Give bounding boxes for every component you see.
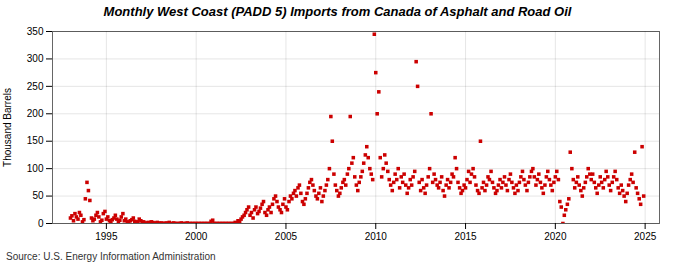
svg-text:300: 300: [27, 53, 44, 64]
svg-text:2015: 2015: [454, 231, 477, 242]
svg-text:1995: 1995: [95, 231, 118, 242]
html-text:Monthly West Coast (PADD 5) Im: Monthly West Coast (PADD 5) Imports from…: [103, 4, 572, 19]
svg-text:150: 150: [27, 135, 44, 146]
svg-text:200: 200: [27, 108, 44, 119]
svg-text:100: 100: [27, 163, 44, 174]
svg-text:2000: 2000: [185, 231, 208, 242]
svg-text:250: 250: [27, 81, 44, 92]
svg-text:2025: 2025: [634, 231, 657, 242]
svg-text:2010: 2010: [365, 231, 388, 242]
svg-text:350: 350: [27, 26, 44, 37]
svg-text:Thousand Barrels: Thousand Barrels: [2, 88, 13, 167]
svg-text:0: 0: [38, 218, 44, 229]
html-text:Source: U.S. Energy Informatio: Source: U.S. Energy Information Administ…: [6, 251, 216, 262]
svg-text:2005: 2005: [275, 231, 298, 242]
svg-text:50: 50: [32, 190, 44, 201]
svg-text:2020: 2020: [544, 231, 567, 242]
